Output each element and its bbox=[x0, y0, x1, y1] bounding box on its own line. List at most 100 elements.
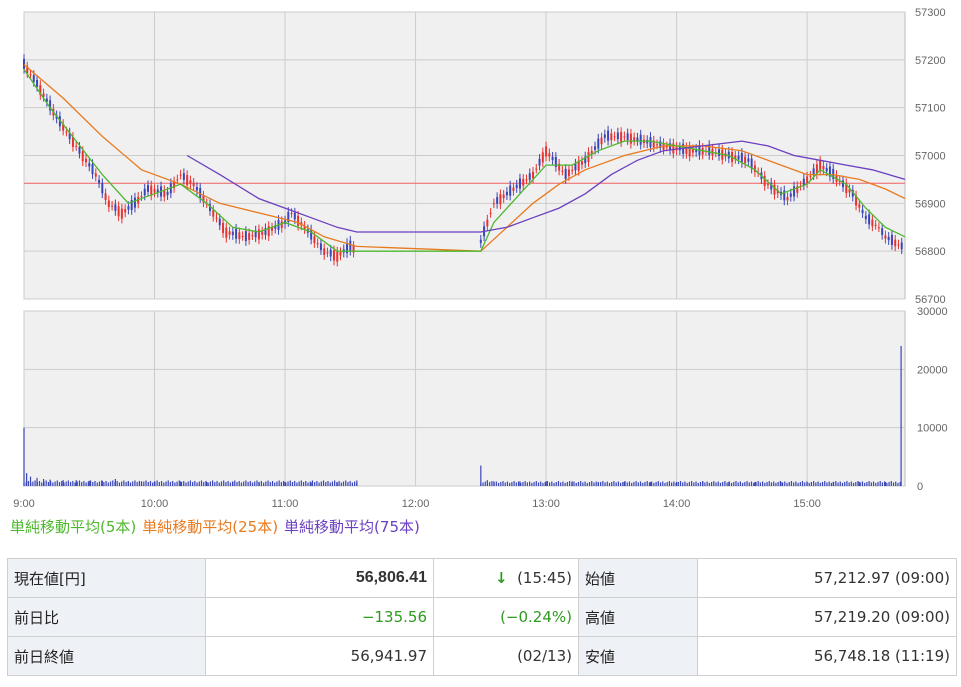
open-label: 始値 bbox=[578, 558, 698, 598]
candle-body bbox=[352, 245, 355, 253]
current-price-label: 現在値[円] bbox=[7, 558, 206, 598]
candle-body bbox=[313, 236, 316, 244]
quote-row-change: 前日比 −135.56 (−0.24%) 高値 57,219.20 (09:00… bbox=[7, 597, 957, 637]
candle-body bbox=[264, 228, 267, 235]
candle-body bbox=[763, 175, 766, 186]
candle-body bbox=[248, 233, 251, 240]
price-tick-label: 57100 bbox=[915, 103, 946, 115]
candle-body bbox=[744, 156, 747, 164]
candle-body bbox=[163, 190, 166, 197]
candle-body bbox=[267, 226, 270, 237]
candle-body bbox=[36, 79, 39, 87]
candle-body bbox=[848, 189, 851, 193]
candle-body bbox=[156, 189, 159, 193]
candle-body bbox=[793, 186, 796, 197]
candle-body bbox=[897, 244, 900, 246]
change-value: −135.56 bbox=[205, 597, 434, 637]
time-tick-label: 11:00 bbox=[272, 498, 299, 510]
candle-body bbox=[718, 149, 721, 156]
price-tick-label: 56800 bbox=[915, 246, 946, 258]
candle-body bbox=[225, 227, 228, 238]
candle-body bbox=[639, 134, 642, 145]
candle-body bbox=[783, 190, 786, 201]
low-value: 56,748.18 (11:19) bbox=[697, 636, 957, 676]
candle-body bbox=[68, 132, 71, 140]
quote-table: 現在値[円] 56,806.41 ↓ (15:45) 始値 57,212.97 … bbox=[7, 558, 957, 676]
candle-body bbox=[326, 252, 329, 254]
candle-body bbox=[257, 229, 260, 240]
candle-body bbox=[290, 212, 293, 214]
candle-body bbox=[858, 204, 861, 208]
time-tick-label: 9:00 bbox=[13, 498, 34, 510]
current-time-text: (15:45) bbox=[517, 569, 572, 587]
candle-body bbox=[339, 252, 342, 256]
candle-body bbox=[538, 158, 541, 166]
candle-body bbox=[669, 143, 672, 150]
high-label: 高値 bbox=[578, 597, 698, 637]
high-value: 57,219.20 (09:00) bbox=[697, 597, 957, 637]
candle-body bbox=[900, 242, 903, 250]
candle-body bbox=[753, 165, 756, 173]
candle-body bbox=[894, 239, 897, 247]
candle-body bbox=[45, 98, 48, 102]
down-arrow-icon: ↓ bbox=[494, 569, 508, 587]
candle-body bbox=[280, 221, 283, 228]
candle-body bbox=[23, 58, 25, 69]
candle-body bbox=[218, 218, 221, 226]
candle-body bbox=[851, 189, 854, 197]
candle-body bbox=[49, 100, 52, 111]
candle-body bbox=[695, 148, 698, 153]
candle-body bbox=[65, 131, 68, 133]
candle-body bbox=[505, 191, 508, 196]
candle-body bbox=[564, 168, 567, 179]
candle-body bbox=[81, 151, 84, 162]
candle-body bbox=[633, 137, 636, 141]
candle-body bbox=[629, 133, 632, 144]
candle-body bbox=[603, 134, 606, 138]
candle-body bbox=[881, 228, 884, 235]
candle-body bbox=[652, 140, 655, 148]
candle-body bbox=[179, 174, 182, 176]
candle-body bbox=[254, 230, 257, 238]
candle-body bbox=[597, 138, 600, 149]
candle-body bbox=[29, 74, 32, 76]
candle-body bbox=[208, 204, 211, 211]
prev-close-date: (02/13) bbox=[433, 636, 579, 676]
candle-body bbox=[235, 228, 238, 239]
change-label: 前日比 bbox=[7, 597, 206, 637]
candle-body bbox=[825, 167, 828, 172]
candle-body bbox=[789, 193, 792, 197]
candle-body bbox=[492, 203, 495, 205]
candle-body bbox=[518, 178, 521, 189]
candle-body bbox=[228, 231, 231, 235]
candle-body bbox=[832, 168, 835, 179]
price-tick-label: 57200 bbox=[915, 55, 946, 67]
candle-body bbox=[665, 146, 668, 148]
candle-body bbox=[133, 197, 136, 208]
candle-body bbox=[819, 160, 822, 171]
time-axis: 9:00 10:00 11:00 12:00 13:00 14:00 15:00 bbox=[13, 498, 821, 510]
price-panel: 56700 56800 56900 57000 57100 57200 57300 bbox=[23, 7, 946, 306]
candle-body bbox=[186, 175, 189, 186]
candle-body bbox=[293, 212, 296, 220]
prev-close-label: 前日終値 bbox=[7, 636, 206, 676]
candle-body bbox=[319, 243, 322, 251]
open-value: 57,212.97 (09:00) bbox=[697, 558, 957, 598]
candle-body bbox=[251, 235, 254, 237]
current-price-time: ↓ (15:45) bbox=[433, 558, 579, 598]
candle-body bbox=[691, 149, 694, 153]
volume-plot-area bbox=[23, 310, 906, 487]
legend-ma5: 単純移動平均(5本) bbox=[10, 518, 137, 536]
current-price-value: 56,806.41 bbox=[205, 558, 434, 598]
candle-body bbox=[874, 224, 877, 226]
candle-body bbox=[884, 235, 887, 239]
candle-body bbox=[212, 210, 215, 217]
volume-tick-label: 0 bbox=[917, 481, 923, 493]
candle-body bbox=[809, 175, 812, 177]
quote-row-prev-close: 前日終値 56,941.97 (02/13) 安値 56,748.18 (11:… bbox=[7, 636, 957, 676]
candle-body bbox=[812, 168, 815, 176]
candle-body bbox=[114, 204, 117, 211]
candle-body bbox=[594, 146, 597, 150]
candle-body bbox=[590, 150, 593, 155]
candle-body bbox=[336, 251, 339, 262]
